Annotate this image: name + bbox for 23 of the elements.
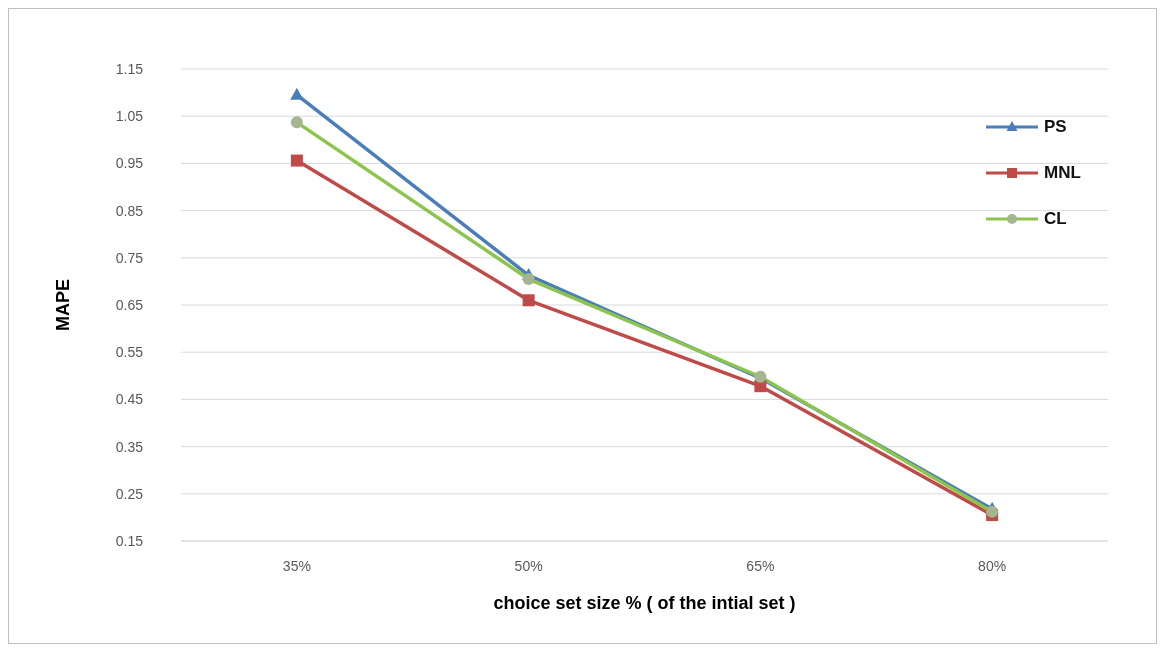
y-tick-label: 0.85 [115,202,144,219]
y-tick-label: 0.95 [115,155,144,172]
legend-label: MNL [1044,163,1081,183]
x-tick-label: 35% [282,557,311,574]
y-tick-label: 0.15 [115,532,144,549]
y-tick-label: 1.05 [115,108,144,125]
y-tick-label: 0.45 [115,391,144,408]
y-tick-label: 0.65 [115,296,144,313]
y-tick-label: 0.35 [115,438,144,455]
legend-label: CL [1044,209,1067,229]
x-tick-label: 80% [978,557,1007,574]
legend-label: PS [1044,117,1067,137]
x-tick-label: 65% [746,557,775,574]
y-tick-label: 1.15 [115,60,144,77]
point [290,87,304,100]
y-tick-label: 0.75 [115,249,144,266]
y-tick-label: 0.55 [115,344,144,361]
y-tick-label: 0.25 [115,485,144,502]
point [522,294,535,307]
y-axis-title: MAPE [53,278,74,332]
x-axis-title: choice set size % ( of the intial set ) [493,593,796,613]
x-tick-label: 50% [514,557,543,574]
point [290,154,303,167]
